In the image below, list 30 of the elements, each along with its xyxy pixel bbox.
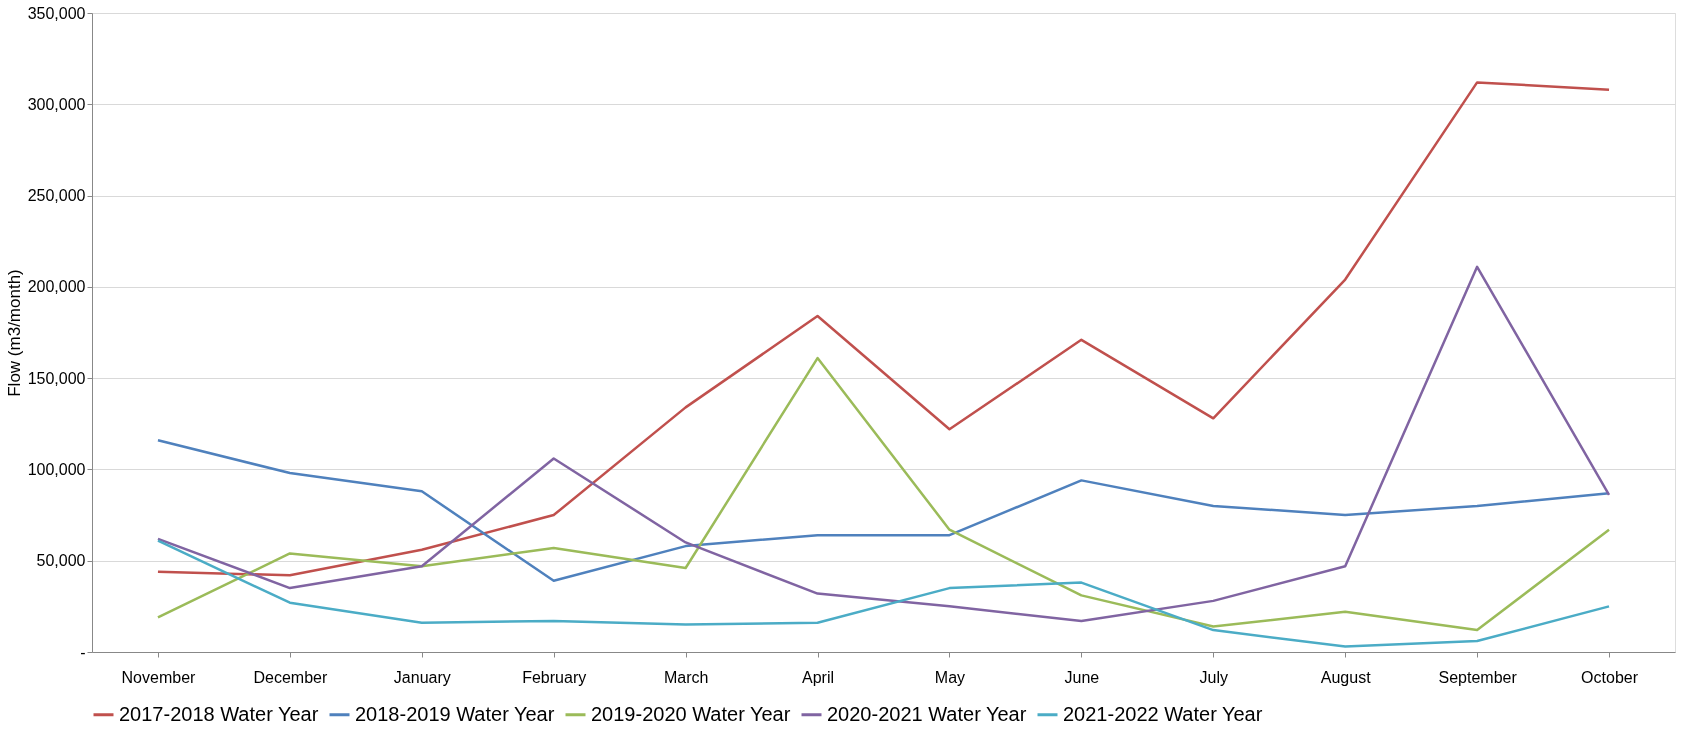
x-tick-label: March <box>663 668 709 686</box>
x-tick-label: August <box>1320 668 1372 686</box>
legend-label: 2018-2019 Water Year <box>355 702 555 725</box>
y-tick-label: - <box>80 643 86 661</box>
y-axis-title: Flow (m3/month) <box>4 269 24 397</box>
x-tick-label: May <box>934 668 966 686</box>
y-tick-label: 200,000 <box>27 278 86 296</box>
y-tick-label: 150,000 <box>27 369 86 387</box>
y-tick-label: 100,000 <box>27 460 86 478</box>
x-tick-label: July <box>1199 668 1229 686</box>
x-tick-label: April <box>802 668 835 686</box>
x-tick-label: September <box>1438 668 1518 686</box>
x-tick-label: June <box>1064 668 1100 686</box>
line-series <box>156 539 1611 648</box>
y-tick-label: 250,000 <box>27 187 86 205</box>
line-series <box>156 265 1611 623</box>
y-tick-label: 300,000 <box>27 95 86 113</box>
x-tick-label: November <box>121 668 197 686</box>
line-series <box>156 81 1611 577</box>
x-tick-label: January <box>393 668 451 686</box>
x-tick-label: December <box>253 668 328 686</box>
y-tick-label: 350,000 <box>27 4 86 22</box>
legend-label: 2021-2022 Water Year <box>1063 702 1263 725</box>
x-tick-label: October <box>1581 668 1639 686</box>
legend-label: 2017-2018 Water Year <box>119 702 319 725</box>
line-series <box>156 356 1611 632</box>
legend-label: 2019-2020 Water Year <box>591 702 791 725</box>
x-tick-label: February <box>522 668 587 686</box>
legend-label: 2020-2021 Water Year <box>827 702 1027 725</box>
y-tick-label: 50,000 <box>36 552 86 570</box>
